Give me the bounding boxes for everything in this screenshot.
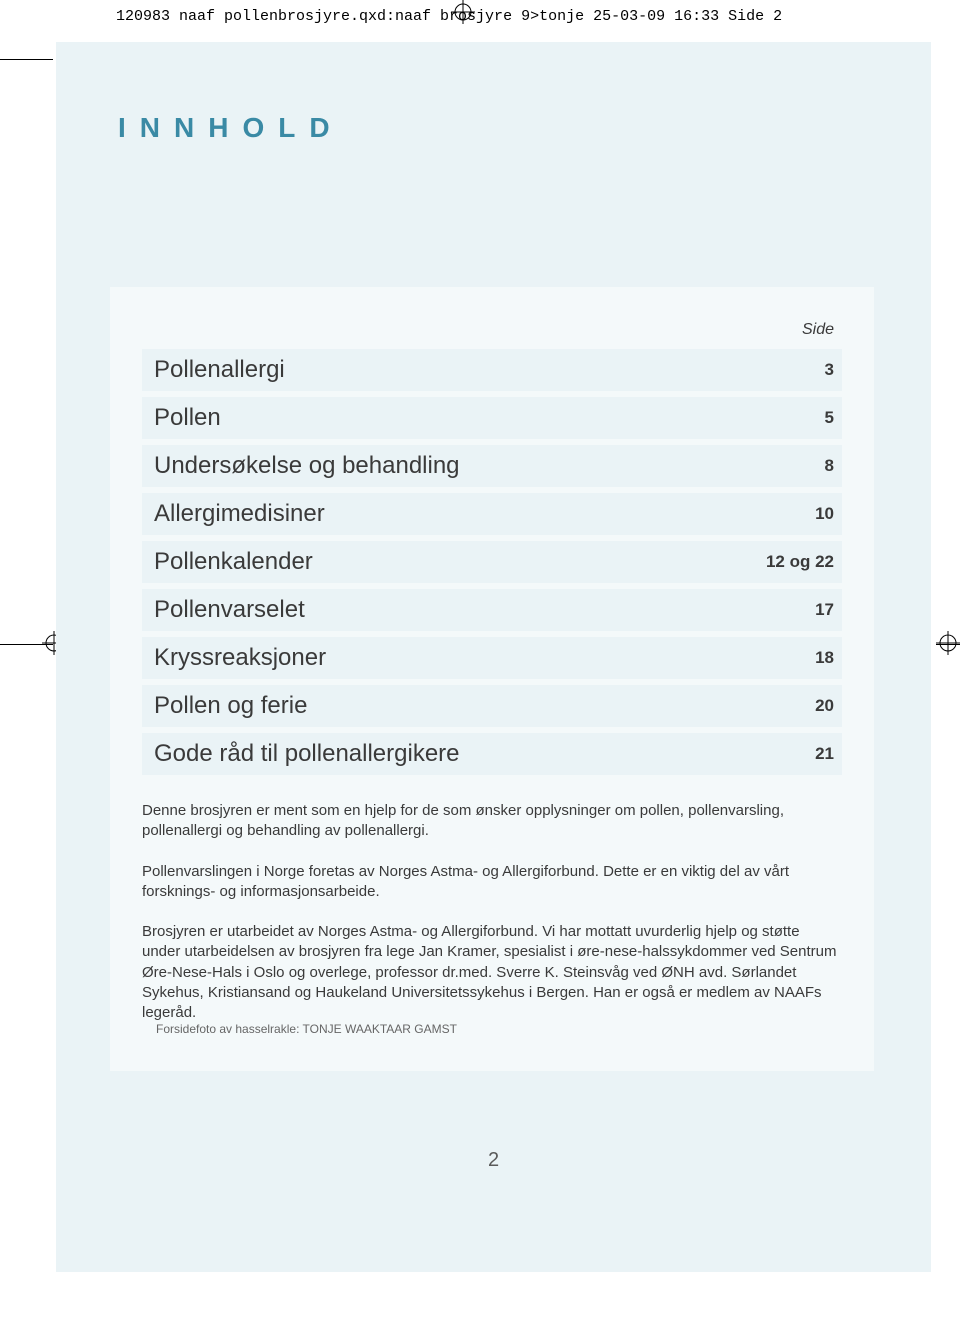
page-background: INNHOLD Side Pollenallergi 3 Pollen 5 Un… [56, 42, 931, 1272]
toc-row: Undersøkelse og behandling 8 [142, 445, 842, 487]
toc-panel: Side Pollenallergi 3 Pollen 5 Undersøkel… [110, 287, 874, 1071]
toc-row: Pollenvarselet 17 [142, 589, 842, 631]
toc-row: Kryssreaksjoner 18 [142, 637, 842, 679]
toc-row: Pollenallergi 3 [142, 349, 842, 391]
toc-item-page: 3 [825, 360, 834, 380]
toc-item-page: 20 [815, 696, 834, 716]
photo-credit: Forsidefoto av hasselrakle: TONJE WAAKTA… [156, 1022, 457, 1036]
toc-item-page: 8 [825, 456, 834, 476]
toc-item-page: 5 [825, 408, 834, 428]
toc-item-page: 10 [815, 504, 834, 524]
page-title: INNHOLD [118, 112, 344, 144]
toc-item-title: Pollenkalender [154, 548, 313, 576]
toc-column-header: Side [142, 321, 842, 339]
toc-item-title: Pollenvarselet [154, 596, 305, 624]
toc-item-title: Allergimedisiner [154, 500, 325, 528]
toc-item-title: Pollenallergi [154, 356, 285, 384]
toc-row: Gode råd til pollenallergikere 21 [142, 733, 842, 775]
paragraph: Pollenvarslingen i Norge foretas av Norg… [142, 862, 842, 903]
registration-mark-icon [936, 631, 960, 655]
toc-row: Pollen 5 [142, 397, 842, 439]
toc-row: Pollenkalender 12 og 22 [142, 541, 842, 583]
toc-item-page: 12 og 22 [766, 552, 834, 572]
crop-mark [0, 59, 53, 60]
toc-item-title: Pollen [154, 404, 221, 432]
preflight-header: 120983 naaf pollenbrosjyre.qxd:naaf bros… [116, 8, 782, 25]
toc-item-page: 17 [815, 600, 834, 620]
page-number: 2 [488, 1149, 499, 1172]
toc-item-page: 21 [815, 744, 834, 764]
toc-item-title: Gode råd til pollenallergikere [154, 740, 460, 768]
paragraph: Denne brosjyren er ment som en hjelp for… [142, 801, 842, 842]
toc-item-page: 18 [815, 648, 834, 668]
toc-item-title: Pollen og ferie [154, 692, 307, 720]
registration-mark-icon [451, 0, 475, 24]
toc-row: Allergimedisiner 10 [142, 493, 842, 535]
body-text: Denne brosjyren er ment som en hjelp for… [142, 801, 842, 1023]
toc-item-title: Kryssreaksjoner [154, 644, 326, 672]
toc-row: Pollen og ferie 20 [142, 685, 842, 727]
toc-item-title: Undersøkelse og behandling [154, 452, 460, 480]
paragraph: Brosjyren er utarbeidet av Norges Astma-… [142, 922, 842, 1023]
